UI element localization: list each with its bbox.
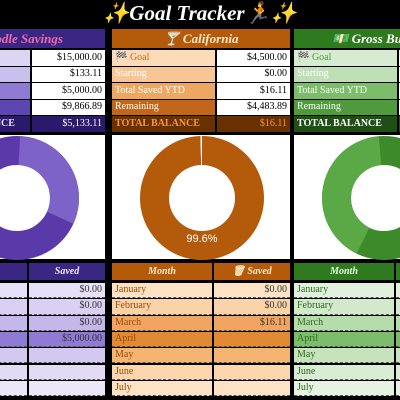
summary-label: 🏁 Goal	[294, 50, 397, 66]
summary-value: $5,000.00	[32, 83, 105, 99]
month-cell: January	[0, 283, 27, 299]
saved-cell	[396, 364, 400, 380]
saved-cell	[214, 380, 290, 397]
saved-cell	[214, 364, 290, 380]
month-cell: June	[294, 364, 394, 380]
panel-header: n Noodle Savings	[0, 29, 105, 48]
month-cell: April	[112, 331, 212, 348]
month-header: Saved	[29, 263, 105, 280]
saved-cell	[29, 380, 105, 397]
summary-value: $5,133.11	[32, 116, 105, 132]
summary-label: Remaining	[112, 99, 215, 115]
month-cell: July	[0, 380, 27, 397]
saved-cell: $0.00	[29, 283, 105, 299]
summary-label: Total Saved YTD	[112, 83, 215, 99]
month-cell: April	[0, 331, 27, 348]
summary-label: Remaining	[294, 99, 397, 115]
month-cell: February	[112, 299, 212, 315]
saved-cell: $0.00	[214, 299, 290, 315]
month-cell: January	[294, 283, 394, 299]
month-cell: March	[0, 315, 27, 331]
saved-cell	[396, 348, 400, 364]
month-header: Month	[0, 263, 27, 280]
summary-label: Goal	[0, 50, 30, 66]
saved-cell: $0.00	[29, 299, 105, 315]
page-title: ✨Goal Tracker🏃✨	[103, 1, 297, 25]
summary-label: 🏁 Goal	[112, 50, 215, 66]
summary-value: $133.11	[32, 66, 105, 82]
saved-cell	[396, 283, 400, 299]
summary-label: TOTAL BALANCE	[0, 116, 30, 132]
saved-cell: $0.00	[29, 315, 105, 331]
summary-value: $9,866.89	[32, 99, 105, 115]
month-cell: April	[294, 331, 394, 348]
summary-label: Remaining	[0, 99, 30, 115]
donut-segment	[140, 136, 265, 260]
summary-value: $16.11	[217, 83, 290, 99]
month-header: Month	[112, 263, 212, 280]
saved-cell: $0.00	[214, 283, 290, 299]
month-cell: March	[294, 315, 394, 331]
saved-cell	[396, 331, 400, 348]
saved-cell	[396, 299, 400, 315]
summary-value: $4,483.89	[217, 99, 290, 115]
summary-value: $4,500.00	[217, 50, 290, 66]
saved-cell	[214, 348, 290, 364]
month-cell: February	[0, 299, 27, 315]
month-cell: July	[294, 380, 394, 397]
summary-label: Starting	[112, 66, 215, 82]
donut-rest	[200, 136, 202, 166]
month-cell: June	[0, 364, 27, 380]
saved-cell	[29, 348, 105, 364]
summary-value: $15,000.00	[32, 50, 105, 66]
summary-label: TOTAL BALANCE	[112, 116, 215, 132]
month-header: Month	[294, 263, 394, 280]
panel-header: 🍸 California	[112, 29, 290, 48]
summary-label: Starting	[294, 66, 397, 82]
summary-value: $0.00	[217, 66, 290, 82]
month-cell: May	[112, 348, 212, 364]
saved-cell: $16.11	[214, 315, 290, 331]
donut-label: 99.6%	[186, 233, 217, 245]
month-cell: July	[112, 380, 212, 397]
saved-cell	[29, 364, 105, 380]
month-cell: March	[112, 315, 212, 331]
saved-cell	[214, 331, 290, 348]
month-header: Saved	[396, 263, 400, 280]
summary-label: Total Saved YTD	[0, 83, 30, 99]
saved-cell	[396, 380, 400, 397]
month-cell: February	[294, 299, 394, 315]
summary-label: Total Saved YTD	[294, 83, 397, 99]
summary-value: $16.11	[217, 116, 290, 132]
month-cell: May	[0, 348, 27, 364]
month-header: 🗑 Saved	[214, 263, 290, 280]
summary-label: Starting	[0, 66, 30, 82]
donut-segment	[18, 136, 80, 224]
saved-cell: $5,000.00	[29, 331, 105, 348]
month-cell: January	[112, 283, 212, 299]
month-cell: June	[112, 364, 212, 380]
month-cell: May	[294, 348, 394, 364]
panel-header: 💵 Gross Business	[294, 29, 400, 48]
donut-segment	[322, 136, 382, 254]
summary-label: TOTAL BALANCE	[294, 116, 397, 132]
saved-cell	[396, 315, 400, 331]
